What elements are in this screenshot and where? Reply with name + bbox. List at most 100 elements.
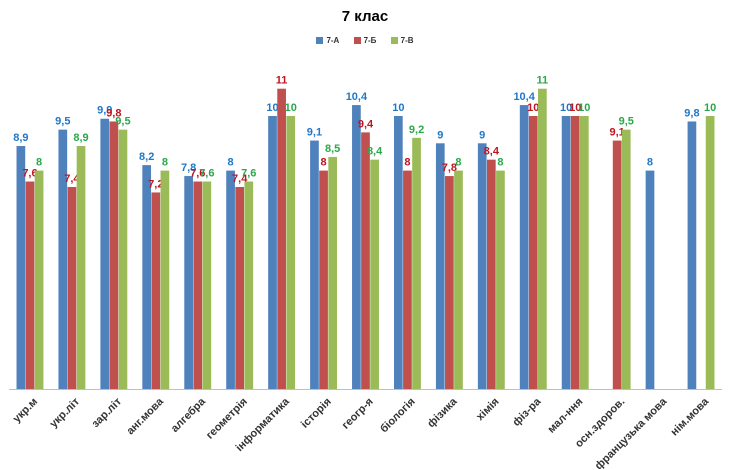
bar-7v-14 bbox=[621, 129, 631, 389]
chart-title: 7 клас bbox=[341, 8, 389, 25]
data-label-7a-0: 8,9 bbox=[13, 132, 28, 144]
data-label-7v-11: 8 bbox=[497, 157, 503, 169]
bar-7a-4 bbox=[184, 176, 193, 389]
bar-7a-11 bbox=[477, 143, 487, 389]
bar-7v-6 bbox=[286, 116, 296, 389]
bar-7a-10 bbox=[435, 143, 445, 389]
legend-item-7v: 7-В bbox=[390, 36, 414, 45]
legend-swatch-7a bbox=[316, 37, 324, 44]
x-tick-label-16: нім.мова bbox=[669, 395, 712, 438]
data-label-7v-10: 8 bbox=[455, 157, 461, 169]
data-label-7b-4: 7,6 bbox=[190, 168, 205, 180]
data-label-7v-14: 9,5 bbox=[619, 116, 634, 128]
data-label-7b-5: 7,4 bbox=[232, 173, 248, 185]
bar-7v-16 bbox=[705, 116, 715, 389]
bar-7b-3 bbox=[151, 192, 161, 389]
x-tick-label-10: фізика bbox=[425, 395, 460, 430]
data-label-7v-2: 9,5 bbox=[115, 116, 130, 128]
data-label-7a-2: 9,9 bbox=[97, 105, 112, 117]
bar-7b-13 bbox=[570, 116, 580, 389]
bar-7a-3 bbox=[142, 165, 152, 389]
bar-7b-14 bbox=[612, 140, 622, 389]
data-label-7v-1: 8,9 bbox=[73, 132, 88, 144]
data-label-7v-9: 9,2 bbox=[409, 124, 424, 136]
legend-swatch-7v bbox=[390, 37, 398, 44]
data-label-7v-7: 8,5 bbox=[325, 143, 340, 155]
bar-7a-6 bbox=[268, 116, 277, 389]
x-tick-label-7: історія bbox=[299, 396, 334, 431]
bar-7b-6 bbox=[277, 88, 286, 389]
data-label-7a-16: 9,8 bbox=[684, 107, 699, 119]
bar-7v-9 bbox=[412, 137, 421, 389]
bar-7b-10 bbox=[445, 176, 454, 389]
bar-7a-16 bbox=[687, 121, 697, 390]
data-label-7a-1: 9,5 bbox=[55, 116, 70, 128]
data-label-7a-9: 10 bbox=[392, 102, 404, 114]
data-label-7v-6: 10 bbox=[285, 102, 297, 114]
data-label-7b-9: 8 bbox=[404, 157, 410, 169]
data-label-7a-3: 8,2 bbox=[139, 151, 154, 163]
data-label-7v-12: 11 bbox=[537, 75, 549, 87]
bar-7a-9 bbox=[393, 116, 403, 389]
bar-7a-13 bbox=[561, 116, 571, 389]
x-tick-label-11: хімія bbox=[474, 396, 501, 423]
x-tick-label-13: мал-ння bbox=[545, 396, 585, 436]
data-label-7v-5: 7,6 bbox=[241, 168, 256, 180]
bar-7v-3 bbox=[160, 170, 170, 389]
bar-7a-5 bbox=[226, 170, 235, 389]
bar-7a-7 bbox=[310, 140, 319, 389]
legend: 7-А 7-Б 7-В bbox=[0, 36, 730, 46]
legend-swatch-7b bbox=[353, 37, 361, 44]
bar-7b-0 bbox=[25, 181, 35, 389]
x-tick-label-3: анг.мова bbox=[124, 395, 166, 437]
data-label-7b-2: 9,8 bbox=[106, 107, 121, 119]
x-tick-label-0: укр.м bbox=[11, 396, 40, 425]
bar-7v-4 bbox=[202, 181, 212, 389]
bar-7a-1 bbox=[58, 129, 68, 389]
data-label-7b-11: 8,4 bbox=[484, 146, 500, 158]
data-label-7b-0: 7,6 bbox=[22, 168, 37, 180]
data-label-7b-14: 9,1 bbox=[610, 127, 625, 139]
bar-7b-8 bbox=[361, 132, 370, 389]
bar-7v-13 bbox=[579, 116, 589, 389]
data-label-7v-8: 8,4 bbox=[367, 146, 383, 158]
x-tick-label-12: фіз-ра bbox=[510, 395, 544, 429]
bar-7v-2 bbox=[118, 129, 128, 389]
data-label-7a-7: 9,1 bbox=[307, 127, 322, 139]
legend-item-7b: 7-Б bbox=[353, 36, 376, 45]
x-tick-label-9: біологія bbox=[378, 396, 418, 436]
data-label-7b-10: 7,8 bbox=[442, 162, 457, 174]
data-label-7v-0: 8 bbox=[36, 157, 42, 169]
x-tick-label-8: геогр-я bbox=[340, 396, 376, 432]
bar-7a-15 bbox=[645, 170, 655, 389]
bar-7a-8 bbox=[352, 105, 361, 389]
data-label-7a-8: 10,4 bbox=[346, 91, 368, 103]
data-label-7b-13: 10 bbox=[569, 102, 581, 114]
data-label-7a-12: 10,4 bbox=[513, 91, 535, 103]
data-label-7a-13: 10 bbox=[560, 102, 572, 114]
bar-7a-2 bbox=[100, 118, 110, 389]
data-label-7a-4: 7,8 bbox=[181, 162, 196, 174]
bar-7b-1 bbox=[67, 186, 77, 389]
data-label-7b-3: 7,2 bbox=[148, 178, 163, 190]
data-label-7b-7: 8 bbox=[320, 157, 326, 169]
legend-item-7a: 7-А bbox=[316, 36, 339, 45]
bar-7b-2 bbox=[109, 121, 119, 390]
data-label-7v-4: 7,6 bbox=[199, 168, 214, 180]
bar-7b-5 bbox=[235, 186, 245, 389]
bar-7v-0 bbox=[34, 170, 44, 389]
data-label-7b-8: 9,4 bbox=[358, 118, 374, 130]
data-label-7v-3: 8 bbox=[162, 157, 168, 169]
bar-7v-11 bbox=[496, 170, 505, 389]
data-label-7a-10: 9 bbox=[437, 129, 443, 141]
data-label-7v-16: 10 bbox=[704, 102, 716, 114]
x-tick-label-2: зар.літ bbox=[90, 395, 125, 430]
bar-7v-10 bbox=[454, 170, 463, 389]
x-tick-label-4: алгебра bbox=[169, 395, 209, 435]
bar-7v-5 bbox=[244, 181, 254, 389]
data-label-7v-13: 10 bbox=[578, 102, 590, 114]
bar-7v-8 bbox=[370, 159, 379, 389]
bar-7b-12 bbox=[528, 116, 538, 389]
bar-7a-12 bbox=[519, 105, 529, 389]
